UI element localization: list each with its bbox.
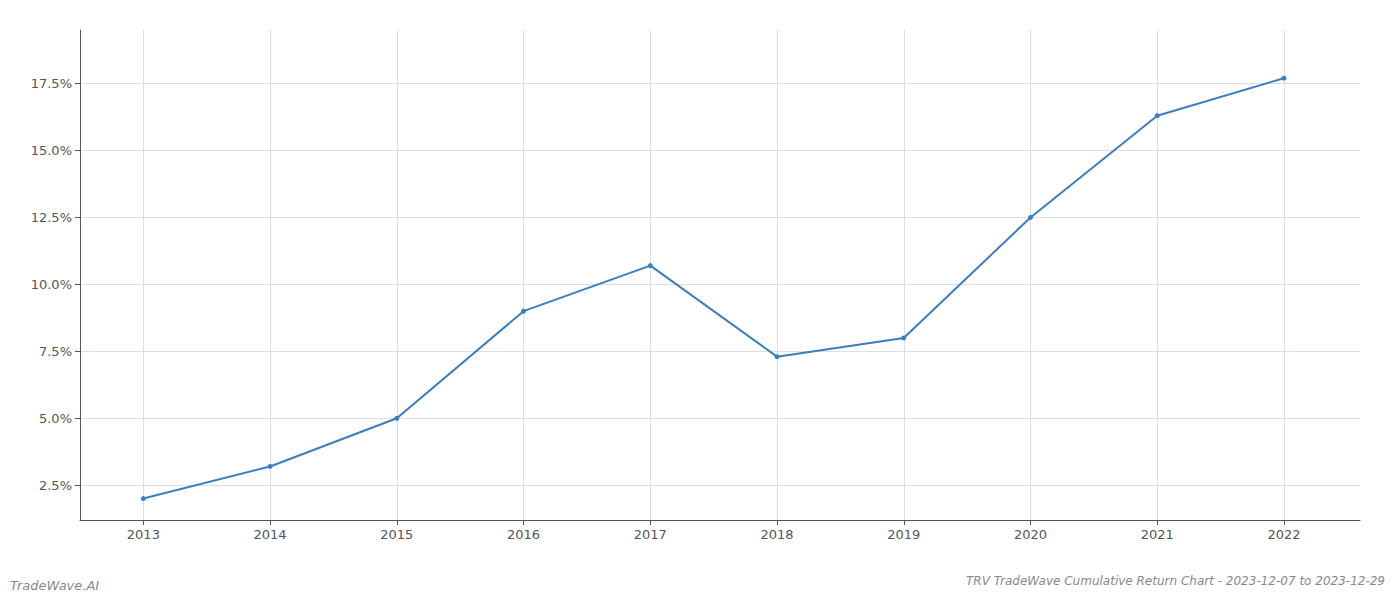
svg-text:7.5%: 7.5%: [39, 344, 72, 359]
svg-text:2014: 2014: [254, 527, 287, 542]
svg-text:2015: 2015: [380, 527, 413, 542]
svg-text:2020: 2020: [1014, 527, 1047, 542]
svg-text:15.0%: 15.0%: [31, 143, 72, 158]
svg-text:12.5%: 12.5%: [31, 210, 72, 225]
svg-text:2022: 2022: [1267, 527, 1300, 542]
svg-text:2.5%: 2.5%: [39, 478, 72, 493]
svg-text:TradeWave.AI: TradeWave.AI: [10, 578, 99, 593]
svg-text:17.5%: 17.5%: [31, 76, 72, 91]
svg-text:2021: 2021: [1141, 527, 1174, 542]
svg-text:5.0%: 5.0%: [39, 411, 72, 426]
svg-text:2016: 2016: [507, 527, 540, 542]
svg-text:2017: 2017: [634, 527, 667, 542]
svg-text:2018: 2018: [760, 527, 793, 542]
svg-text:2019: 2019: [887, 527, 920, 542]
svg-text:2013: 2013: [127, 527, 160, 542]
svg-text:10.0%: 10.0%: [31, 277, 72, 292]
svg-text:TRV TradeWave Cumulative Retur: TRV TradeWave Cumulative Return Chart - …: [966, 574, 1385, 588]
